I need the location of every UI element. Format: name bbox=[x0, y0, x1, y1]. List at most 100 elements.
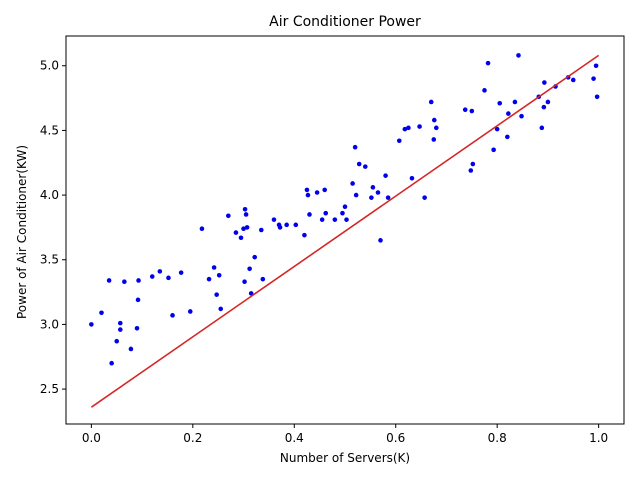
data-point bbox=[323, 210, 329, 216]
y-tick-label: 3.5 bbox=[40, 253, 59, 267]
data-point bbox=[350, 181, 355, 186]
data-point bbox=[216, 272, 222, 278]
chart-title: Air Conditioner Power bbox=[269, 14, 421, 30]
data-point bbox=[277, 225, 283, 230]
data-point bbox=[409, 175, 415, 181]
data-point bbox=[375, 190, 381, 195]
data-point bbox=[314, 190, 320, 195]
x-tick-label: 0.0 bbox=[82, 431, 101, 445]
data-point bbox=[570, 77, 576, 83]
data-point bbox=[340, 210, 345, 216]
data-point bbox=[99, 310, 104, 316]
data-point bbox=[469, 108, 475, 114]
y-tick-label: 4.0 bbox=[40, 188, 59, 202]
data-point bbox=[417, 124, 422, 129]
data-point bbox=[462, 107, 468, 113]
data-point bbox=[114, 338, 120, 344]
data-point bbox=[233, 230, 239, 235]
data-point bbox=[319, 217, 325, 222]
data-point bbox=[591, 76, 596, 81]
data-point bbox=[117, 327, 123, 332]
data-point bbox=[260, 276, 266, 282]
data-point bbox=[470, 161, 476, 167]
x-tick-label: 0.2 bbox=[183, 431, 202, 445]
data-point bbox=[271, 217, 277, 222]
data-point bbox=[378, 238, 383, 243]
data-point bbox=[243, 212, 249, 217]
x-tick-label: 1.0 bbox=[589, 431, 608, 445]
data-point bbox=[134, 325, 140, 331]
data-point bbox=[199, 226, 205, 232]
data-point bbox=[383, 173, 388, 178]
plot-area: 0.0 0.2 0.4 0.6 0.8 1.0 2.5 3.0 3.5 4.0 4.5 5.0 bbox=[40, 35, 625, 445]
data-point bbox=[512, 99, 518, 105]
data-point bbox=[252, 254, 258, 260]
data-point bbox=[396, 138, 402, 144]
data-point bbox=[362, 164, 368, 169]
data-point bbox=[304, 187, 310, 193]
data-point bbox=[344, 217, 349, 222]
data-point bbox=[352, 144, 358, 150]
data-point bbox=[431, 117, 437, 123]
data-point bbox=[332, 217, 338, 222]
data-point bbox=[242, 279, 247, 285]
data-point bbox=[434, 125, 439, 131]
x-tick-label: 0.8 bbox=[488, 431, 507, 445]
data-point bbox=[157, 269, 163, 274]
data-point bbox=[322, 187, 328, 193]
data-point bbox=[402, 126, 408, 132]
y-tick-label: 4.5 bbox=[40, 123, 59, 137]
data-point bbox=[369, 195, 374, 200]
data-point bbox=[519, 113, 524, 119]
data-point bbox=[248, 291, 254, 296]
data-point bbox=[244, 225, 250, 230]
data-point bbox=[136, 278, 141, 283]
data-point bbox=[109, 360, 114, 366]
data-point bbox=[305, 192, 311, 198]
y-tick-label: 2.5 bbox=[40, 382, 59, 396]
data-point bbox=[293, 222, 299, 228]
data-point bbox=[385, 195, 391, 200]
data-point bbox=[468, 168, 474, 173]
data-point bbox=[406, 125, 411, 131]
data-point bbox=[170, 313, 175, 318]
data-point bbox=[497, 100, 503, 106]
data-point bbox=[166, 275, 171, 281]
data-point bbox=[422, 195, 427, 200]
data-point bbox=[541, 104, 547, 110]
data-point bbox=[353, 192, 359, 198]
data-point bbox=[505, 134, 510, 140]
data-point bbox=[149, 274, 155, 279]
data-point bbox=[106, 278, 112, 283]
data-point bbox=[494, 126, 500, 132]
data-point bbox=[178, 270, 184, 275]
data-point bbox=[206, 276, 212, 282]
data-point bbox=[238, 235, 244, 241]
axes-frame bbox=[65, 35, 625, 425]
data-point bbox=[211, 265, 217, 270]
data-point bbox=[539, 125, 545, 131]
data-point bbox=[89, 322, 94, 327]
data-point bbox=[356, 161, 362, 167]
y-axis-label: Power of Air Conditioner(KW) bbox=[15, 145, 29, 319]
data-point bbox=[122, 279, 127, 285]
data-point bbox=[247, 266, 252, 272]
data-point bbox=[259, 227, 264, 233]
data-point bbox=[545, 99, 551, 105]
y-tick-label: 5.0 bbox=[40, 59, 59, 73]
data-point bbox=[187, 309, 193, 314]
data-point bbox=[428, 99, 434, 105]
data-point bbox=[284, 222, 289, 228]
data-point bbox=[594, 94, 600, 100]
data-point bbox=[128, 346, 134, 352]
data-point bbox=[214, 292, 219, 297]
data-point bbox=[482, 88, 487, 93]
data-point bbox=[226, 213, 231, 219]
x-axis-label: Number of Servers(K) bbox=[280, 451, 410, 465]
data-point bbox=[117, 320, 123, 326]
data-point bbox=[431, 137, 437, 142]
data-point bbox=[242, 207, 248, 212]
data-point bbox=[307, 212, 312, 217]
